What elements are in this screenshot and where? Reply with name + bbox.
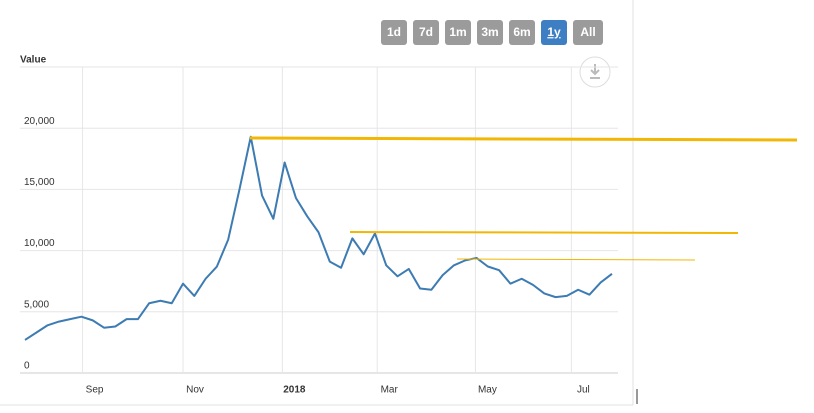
annotation-line — [456, 258, 696, 261]
annotation-line — [249, 136, 798, 142]
y-tick-label: 5,000 — [24, 299, 49, 310]
range-button[interactable] — [445, 20, 471, 45]
range-button-label[interactable]: All — [580, 25, 595, 39]
range-button[interactable] — [381, 20, 407, 45]
x-tick-label: Mar — [381, 385, 399, 396]
x-tick-label: 2018 — [283, 385, 306, 396]
range-button[interactable] — [477, 20, 503, 45]
y-tick-label: 10,000 — [24, 238, 55, 249]
range-button[interactable] — [541, 20, 567, 45]
range-button[interactable] — [509, 20, 535, 45]
range-button-label[interactable]: 1d — [387, 25, 401, 39]
range-button-label[interactable]: 3m — [481, 25, 498, 39]
y-tick-label: 0 — [24, 361, 30, 372]
x-tick-label: Sep — [86, 385, 104, 396]
x-tick-label: May — [478, 385, 497, 396]
range-button-label[interactable]: 1m — [449, 25, 466, 39]
x-tick-label: Nov — [186, 385, 204, 396]
y-tick-label: 15,000 — [24, 177, 55, 188]
range-button-label[interactable]: 7d — [419, 25, 433, 39]
range-button-label[interactable]: 6m — [513, 25, 530, 39]
range-button[interactable] — [413, 20, 439, 45]
data-line — [24, 135, 613, 341]
range-button-label[interactable]: 1y — [547, 25, 561, 39]
y-tick-label: 20,000 — [24, 116, 55, 127]
y-axis-title: Value — [20, 55, 47, 66]
range-button[interactable] — [573, 20, 603, 45]
x-tick-label: Jul — [577, 385, 590, 396]
annotation-line — [349, 231, 739, 234]
download-icon — [590, 64, 600, 79]
